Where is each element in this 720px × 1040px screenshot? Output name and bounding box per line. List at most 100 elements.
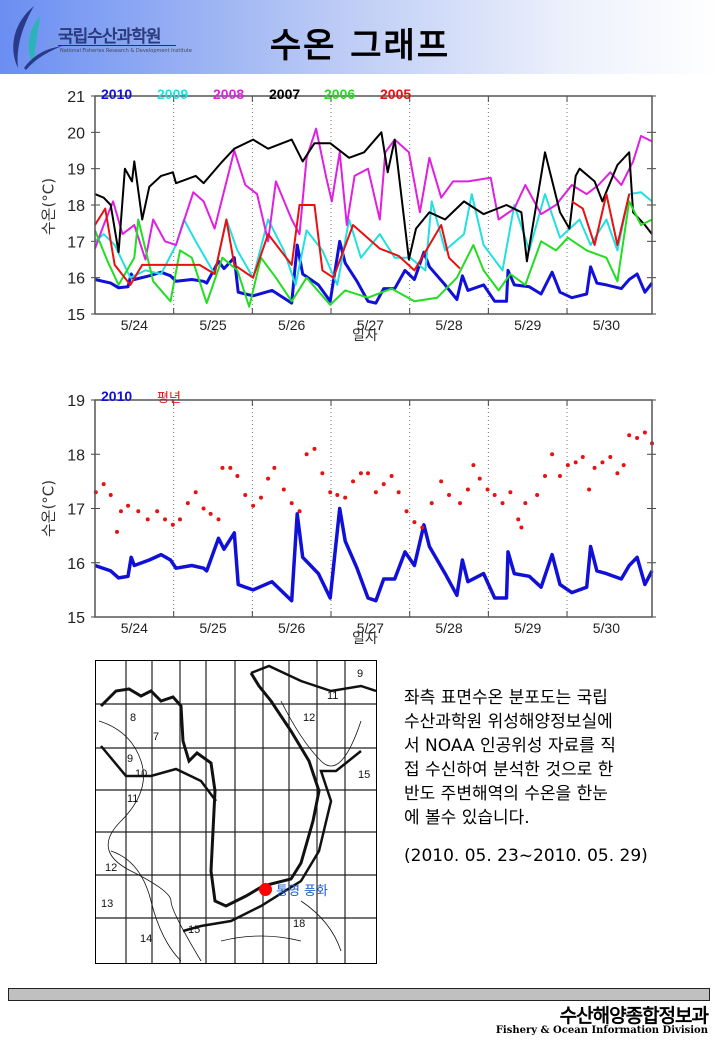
data-point xyxy=(404,509,409,514)
series-2010-line xyxy=(94,506,654,603)
data-point xyxy=(193,490,198,495)
chart1-ylabel: 수온(°C) xyxy=(39,177,58,236)
chart-2: 5/24 5/25 5/26 5/27 5/28 5/29 5/30 15 16 17 18 19 xyxy=(67,393,656,636)
x-tick-label: 5/28 xyxy=(435,620,462,636)
series-2005-line xyxy=(94,193,631,286)
data-point xyxy=(185,501,190,506)
contour-label: 7 xyxy=(153,731,160,743)
contour-label: 13 xyxy=(101,898,114,910)
contour-label: 10 xyxy=(135,768,148,780)
x-tick-label: 5/24 xyxy=(121,620,148,636)
legend-2005: 2005 xyxy=(380,86,412,102)
x-tick-label: 5/26 xyxy=(278,317,305,333)
series-2007-line xyxy=(94,131,653,263)
contour-label: 14 xyxy=(140,933,153,945)
data-point xyxy=(243,492,248,497)
data-point xyxy=(543,473,548,478)
data-point xyxy=(587,487,592,492)
contour-label: 12 xyxy=(303,712,316,724)
data-point xyxy=(126,503,131,508)
data-point xyxy=(420,525,425,530)
chart1-xlabel: 일자 xyxy=(352,328,378,344)
fish-logo-icon xyxy=(13,6,62,70)
page-title: 수온 그래프 xyxy=(269,26,451,66)
chart2-ylabel: 수온(°C) xyxy=(39,479,58,538)
data-point xyxy=(535,492,540,497)
legend2-2010: 2010 xyxy=(101,388,133,404)
plot-frame xyxy=(94,95,653,315)
x-tick-label: 5/26 xyxy=(278,620,305,636)
footer-divider-bar xyxy=(8,988,710,1001)
data-point xyxy=(320,471,325,476)
series-2010-line xyxy=(94,239,654,305)
data-point xyxy=(328,490,333,495)
data-point xyxy=(519,525,524,530)
legend-2006: 2006 xyxy=(324,86,356,102)
data-point xyxy=(381,482,386,487)
data-point xyxy=(621,463,626,468)
contour-label: 9 xyxy=(357,668,364,680)
data-point xyxy=(155,509,160,514)
header-banner: 국립수산과학원 National Fisheries Research & De… xyxy=(0,0,720,74)
data-point xyxy=(115,529,120,534)
data-point xyxy=(592,465,597,470)
data-point xyxy=(550,452,555,457)
y-tick-label: 18 xyxy=(67,447,85,464)
legend-2009: 2009 xyxy=(157,86,189,102)
y-tick-label: 15 xyxy=(67,610,85,627)
data-point xyxy=(101,482,106,487)
series-2006-line xyxy=(94,200,653,308)
data-point xyxy=(389,473,394,478)
data-point xyxy=(289,501,294,506)
description-text: 좌측 표면수온 분포도는 국립 수산과학원 위성해양정보실에 서 NOAA 인공… xyxy=(404,686,616,830)
x-tick-label: 5/27 xyxy=(357,620,384,636)
data-point xyxy=(508,490,513,495)
data-point xyxy=(573,460,578,465)
contour-label: 11 xyxy=(127,793,139,805)
data-point xyxy=(447,492,452,497)
data-point xyxy=(304,452,309,457)
data-period: (2010. 05. 23~2010. 05. 29) xyxy=(404,846,648,866)
data-point xyxy=(635,435,640,440)
y-tick-label: 17 xyxy=(67,502,85,519)
contour-label: 9 xyxy=(127,753,134,765)
logo-text: 국립수산과학원 xyxy=(58,27,161,47)
coastlines xyxy=(98,664,377,962)
y-tick-label: 16 xyxy=(67,271,85,288)
data-point xyxy=(600,460,605,465)
x-tick-label: 5/25 xyxy=(199,317,226,333)
data-point xyxy=(565,463,570,468)
data-point xyxy=(465,487,470,492)
data-point xyxy=(108,492,113,497)
data-point xyxy=(272,465,277,470)
data-point xyxy=(412,520,417,525)
y-tick-label: 17 xyxy=(67,234,85,251)
y-tick-label: 16 xyxy=(67,556,85,573)
station-marker xyxy=(259,883,272,896)
data-point xyxy=(458,501,463,506)
data-point xyxy=(118,509,123,514)
data-point xyxy=(216,517,221,522)
x-tick-label: 5/29 xyxy=(514,317,541,333)
contour-label: 18 xyxy=(293,918,306,930)
data-point xyxy=(492,492,497,497)
data-point xyxy=(258,495,263,500)
data-point xyxy=(615,471,620,476)
x-tick-label: 5/29 xyxy=(514,620,541,636)
data-point xyxy=(297,509,302,514)
map-grid xyxy=(96,661,376,963)
station-label: 통영 풍화 xyxy=(276,884,328,899)
legend-2007: 2007 xyxy=(269,86,301,102)
data-point xyxy=(351,479,356,484)
institute-logo: 국립수산과학원 National Fisheries Research & De… xyxy=(4,2,192,72)
data-point xyxy=(429,501,434,506)
data-point xyxy=(266,476,271,481)
data-point xyxy=(557,473,562,478)
data-point xyxy=(201,506,206,511)
data-point xyxy=(373,490,378,495)
data-point xyxy=(523,501,528,506)
contour-label: 12 xyxy=(105,862,118,874)
data-point xyxy=(208,511,213,516)
x-tick-label: 5/30 xyxy=(593,317,620,333)
